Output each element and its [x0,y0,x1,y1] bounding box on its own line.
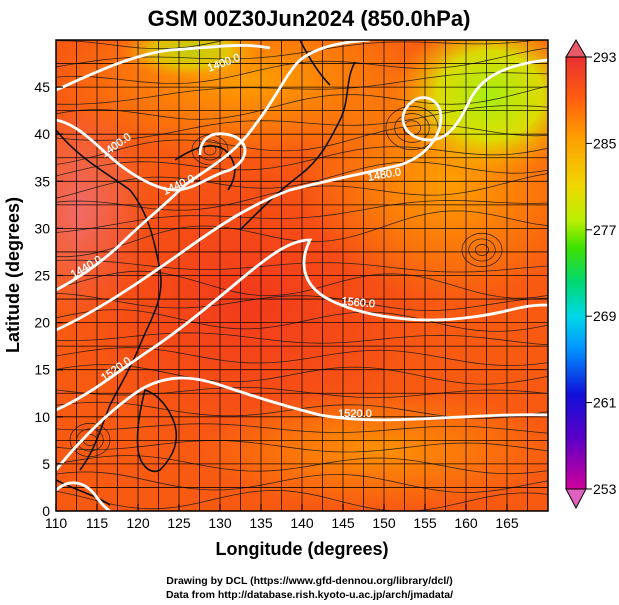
credit-drawing: Drawing by DCL (https://www.gfd-dennou.o… [166,575,453,587]
contour-line-1520-south [56,481,111,511]
y-tick-label: 40 [34,126,50,142]
y-tick-label: 5 [42,456,50,472]
contour-label: 1520.0 [338,408,372,420]
x-axis-title: Longitude (degrees) [215,539,388,559]
coastlines [56,40,356,506]
colorbar-tick-label: 261 [593,395,617,411]
y-tick-label: 45 [34,79,50,95]
y-axis-title: Latitude (degrees) [3,197,23,353]
geopotential-contours [56,40,548,511]
y-tick-label: 10 [34,409,50,425]
colorbar-tick-label: 253 [593,481,617,497]
credit-data: Data from http://database.rish.kyoto-u.a… [165,589,454,601]
contour-line-1400 [56,44,271,92]
y-tick-label: 15 [34,362,50,378]
colorbar-gradient [565,56,587,490]
x-tick-label: 125 [167,515,191,531]
colorbar-tick-label: 269 [593,308,617,324]
x-tick-label: 120 [126,515,150,531]
contour-line-1480 [56,58,548,332]
colorbar-tick-label: 285 [593,135,617,151]
colorbar-top-arrow [565,39,587,58]
contour-line-1400-low [56,118,247,192]
contour-line-1560 [56,238,548,412]
colorbar-ticks: 293 285 277 269 261 253 [586,49,617,497]
streamline-eddy [197,139,223,161]
x-tick-label: 145 [331,515,355,531]
x-tick-label: 150 [372,515,396,531]
contour-label: 1560.0 [341,296,376,311]
y-tick-label: 30 [34,220,50,236]
colorbar-tick-label: 293 [593,49,617,65]
x-tick-label: 115 [86,515,109,531]
contour-line-1520 [56,376,548,471]
streamline-eddy [385,105,439,151]
contour-label: 1480.0 [367,166,402,184]
y-tick-label: 20 [34,315,50,331]
y-tick-label: 35 [34,173,50,189]
lat-lon-grid [56,40,548,511]
colorbar-bottom-arrow [565,488,587,510]
y-tick-label: 25 [34,268,50,284]
streamline-eddy [394,113,430,143]
colorbar-tick-label: 277 [593,222,617,238]
x-tick-label: 110 [45,515,68,531]
cool-region-north [120,40,260,80]
x-tick-label: 135 [249,515,273,531]
x-tick-label: 155 [413,515,437,531]
streamline-eddy [203,144,217,156]
map-title: GSM 00Z30Jun2024 (850.0hPa) [148,6,471,31]
streamline-eddy [468,238,496,262]
x-tick-label: 130 [208,515,232,531]
colorbar: 293 285 277 269 261 253 [565,39,617,510]
streamline-eddy [461,232,503,268]
y-tick-label: 0 [42,503,50,519]
streamline-eddy [474,244,490,256]
x-tick-label: 140 [290,515,314,531]
x-axis-ticks: 110 115 120 125 130 135 140 145 150 155 160 165 [45,504,519,531]
x-tick-label: 165 [495,515,519,531]
x-tick-label: 160 [454,515,478,531]
y-axis-ticks: 0 5 10 15 20 25 30 35 40 45 [34,79,63,519]
contour-line-1440 [56,40,371,292]
